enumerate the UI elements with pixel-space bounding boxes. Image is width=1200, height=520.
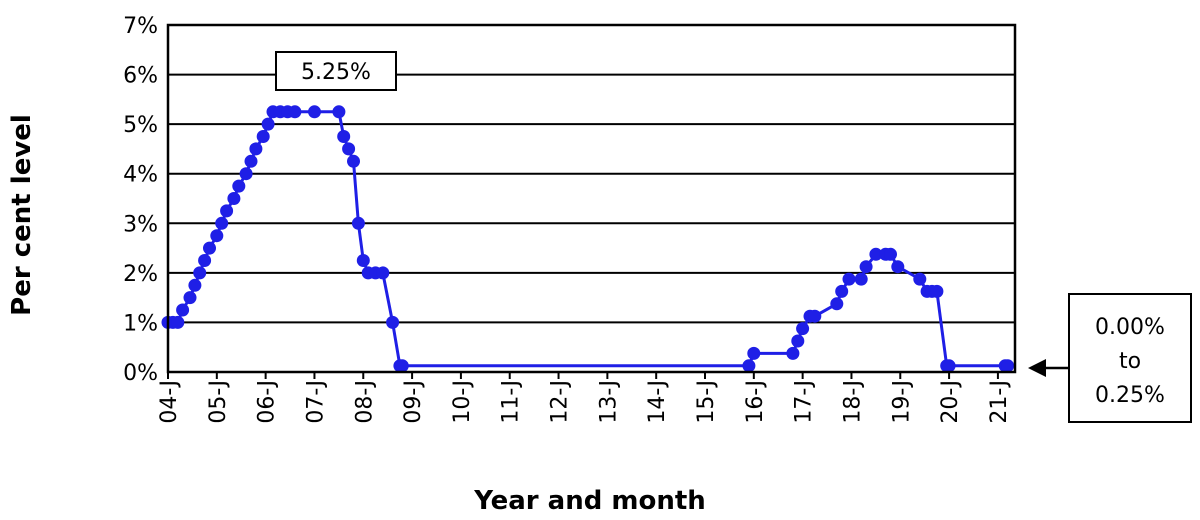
data-point bbox=[337, 130, 351, 143]
x-tick-label: 05-J bbox=[206, 380, 231, 424]
data-point bbox=[854, 272, 868, 286]
x-tick-label: 20-J bbox=[938, 380, 963, 424]
data-point bbox=[742, 359, 756, 373]
y-tick-label: 6% bbox=[123, 64, 158, 89]
range-callout: 0.00% to 0.25% bbox=[1068, 293, 1192, 423]
x-tick-label: 10-J bbox=[450, 380, 475, 424]
x-tick-label: 14-J bbox=[645, 380, 670, 424]
x-tick-label: 21-J bbox=[987, 380, 1012, 424]
x-tick-label: 18-J bbox=[840, 380, 865, 424]
data-point bbox=[913, 272, 927, 286]
data-point bbox=[395, 359, 409, 373]
data-point bbox=[884, 247, 897, 261]
data-point bbox=[220, 204, 234, 218]
x-tick-label: 15-J bbox=[694, 380, 719, 424]
x-tick-label: 13-J bbox=[596, 380, 621, 424]
range-callout-box bbox=[1068, 293, 1192, 423]
x-tick-label: 11-J bbox=[499, 380, 524, 424]
data-point bbox=[232, 179, 246, 193]
data-point bbox=[261, 117, 275, 131]
data-point bbox=[176, 303, 190, 317]
data-point bbox=[842, 272, 856, 286]
data-point bbox=[183, 291, 197, 305]
data-point bbox=[869, 247, 883, 261]
data-point bbox=[239, 167, 253, 181]
x-tick-label: 06-J bbox=[255, 380, 280, 424]
series-layer bbox=[161, 105, 1015, 373]
y-tick-label: 0% bbox=[123, 361, 158, 386]
data-point bbox=[356, 254, 370, 267]
x-tick-label: 19-J bbox=[889, 380, 914, 424]
data-point bbox=[830, 297, 844, 311]
data-point bbox=[347, 154, 360, 168]
data-point bbox=[188, 278, 202, 292]
data-point bbox=[351, 216, 365, 230]
callout-arrow-head bbox=[1028, 359, 1046, 377]
data-point bbox=[193, 266, 207, 280]
data-point bbox=[256, 130, 270, 143]
data-point bbox=[332, 105, 346, 119]
x-tick-label: 17-J bbox=[792, 380, 817, 424]
y-tick-label: 3% bbox=[123, 212, 158, 237]
data-point bbox=[171, 315, 185, 329]
data-point bbox=[198, 254, 212, 267]
data-point bbox=[288, 105, 302, 119]
y-tick-label: 7% bbox=[123, 14, 158, 39]
peak-callout-box bbox=[275, 51, 397, 91]
data-point bbox=[215, 216, 229, 230]
callout-arrow bbox=[1028, 359, 1069, 377]
y-tick-label: 4% bbox=[123, 163, 158, 188]
range-callout-line-1: 0.00% bbox=[1095, 315, 1165, 340]
x-tick-label: 16-J bbox=[743, 380, 768, 424]
peak-callout-label: 5.25% bbox=[301, 60, 371, 85]
y-tick-label: 5% bbox=[123, 113, 158, 138]
data-point bbox=[786, 346, 800, 360]
data-point bbox=[891, 260, 905, 274]
data-point bbox=[859, 260, 873, 274]
x-axis-ticks: 04-J 05-J 06-J 07-J 08-J 09-J 10-J 11-J 12-J 13-J… bbox=[157, 372, 1012, 424]
data-point bbox=[210, 229, 224, 243]
x-tick-label: 12-J bbox=[548, 380, 573, 424]
series-line bbox=[168, 110, 1008, 368]
x-tick-label: 07-J bbox=[303, 380, 328, 424]
data-point bbox=[342, 142, 356, 156]
peak-callout: 5.25% bbox=[275, 51, 397, 91]
y-axis-ticks: 0% 1% 2% 3% 4% 5% 6% 7% bbox=[123, 14, 158, 386]
x-tick-label: 09-J bbox=[401, 380, 426, 424]
plot-frame bbox=[166, 23, 1017, 374]
data-point bbox=[808, 309, 822, 323]
data-point bbox=[386, 315, 400, 329]
range-callout-line-3: 0.25% bbox=[1095, 383, 1165, 408]
data-point bbox=[244, 154, 258, 168]
x-axis-title: Year and month bbox=[473, 486, 706, 516]
data-point bbox=[203, 241, 216, 255]
data-point bbox=[796, 322, 810, 336]
data-point bbox=[1001, 359, 1015, 373]
range-callout-line-2: to bbox=[1119, 349, 1141, 374]
data-point bbox=[227, 192, 241, 205]
x-tick-label: 08-J bbox=[352, 380, 377, 424]
data-point bbox=[747, 346, 761, 360]
data-point bbox=[308, 105, 321, 119]
y-tick-label: 2% bbox=[123, 262, 158, 287]
x-tick-label: 04-J bbox=[157, 380, 182, 424]
data-point bbox=[249, 142, 263, 156]
data-point bbox=[930, 284, 944, 298]
data-point bbox=[791, 334, 805, 348]
data-point bbox=[376, 266, 390, 280]
y-axis-title: Per cent level bbox=[7, 114, 37, 316]
data-point bbox=[942, 359, 956, 373]
y-tick-label: 1% bbox=[123, 311, 158, 336]
data-point bbox=[835, 284, 849, 298]
